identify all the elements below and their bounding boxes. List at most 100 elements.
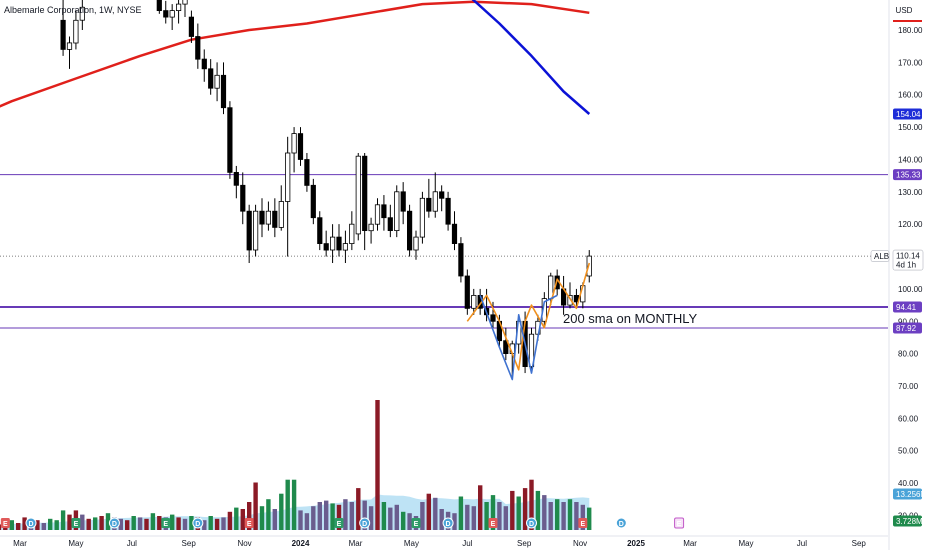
volume-bar [336, 504, 342, 530]
volume-average-badge-bg [893, 488, 922, 500]
dividend-icon [442, 517, 454, 529]
volume-bar [452, 513, 457, 530]
volume-average-badge: 13.256M [893, 488, 927, 500]
earnings-event-marker: E [161, 518, 171, 528]
candle-body [240, 184, 246, 212]
volume-bar [279, 493, 284, 530]
time-axis-label: Jul [797, 539, 807, 548]
event-marker-label: D [446, 521, 451, 528]
candle-body [503, 340, 509, 355]
blue-moving-average-line [471, 0, 591, 115]
price-tick-label: 60.00 [898, 414, 919, 423]
time-axis: Mar May Jul Sep Nov 2024 Mar May Jul Sep Nov 2025 Ma… [0, 535, 922, 548]
candle [342, 230, 349, 264]
candle-body [310, 184, 316, 219]
event-marker-label: E [337, 521, 342, 528]
volume-bar [561, 502, 566, 530]
volume-bar [105, 513, 111, 530]
time-axis-label: May [68, 539, 83, 548]
volume-bar [41, 523, 46, 530]
price-tick-label: 50.00 [898, 447, 919, 456]
last-price-text: 110.14 [896, 252, 920, 261]
earnings-icon [674, 517, 685, 529]
candle [163, 0, 169, 24]
candle-body [214, 74, 220, 89]
volume-bar [157, 516, 162, 530]
volume-bar [368, 506, 374, 530]
candle-body [426, 197, 432, 212]
volume-bar [356, 488, 361, 530]
volume-bar [253, 482, 258, 530]
candle [195, 23, 201, 69]
dividend-icon [192, 517, 204, 529]
volume-bar [266, 499, 271, 530]
time-axis-label: Jul [127, 539, 137, 548]
time-axis-label: Mar [349, 539, 363, 548]
candle [60, 0, 66, 56]
candle [227, 101, 233, 179]
currency-label: USD [896, 6, 913, 15]
candle [188, 10, 194, 43]
level-badge-94: 94.41 [893, 301, 922, 313]
time-axis-label: Sep [517, 539, 532, 548]
volume-bar [227, 511, 233, 530]
plot-area: 200 sma on MONTHLYDEDEDEDEEDEDEDEDE [0, 0, 888, 530]
volume-average-badge-text: 13.256M [896, 490, 927, 499]
annotation-text: 200 sma on MONTHLY [563, 311, 697, 326]
price-tick-label: 120.00 [898, 220, 923, 229]
red-moving-average-line [0, 0, 590, 108]
candle [317, 211, 323, 251]
candle [374, 198, 381, 231]
volume-bar [343, 499, 348, 530]
volume-bar [535, 490, 541, 530]
level-badge-135-text: 135.33 [896, 171, 921, 180]
volume-bar [234, 507, 239, 530]
candle [419, 191, 426, 244]
candle [220, 62, 227, 115]
volume-bar [60, 510, 66, 530]
countdown-text: 4d 1h [896, 261, 916, 270]
event-marker-label: E [580, 521, 585, 528]
candle-body [490, 314, 496, 322]
volume-bar [131, 516, 136, 530]
level-badge-88-bg [893, 322, 922, 334]
candle-body [169, 10, 175, 18]
price-tick-label: 70.00 [898, 382, 919, 391]
candle [175, 0, 182, 24]
ticker-badge-bg [870, 250, 890, 262]
volume-bar [208, 516, 213, 530]
volume-bar [118, 518, 123, 530]
ticker-badge-text: ALB [874, 252, 889, 261]
price-tick-label: 80.00 [898, 350, 919, 359]
sma-value-badge: 154.04 [893, 108, 922, 120]
earnings-icon [578, 518, 588, 528]
volume-bar [375, 400, 380, 530]
earnings-event-marker: E [411, 518, 421, 528]
volume-bar [407, 513, 412, 530]
volume-bar [182, 518, 188, 530]
earnings-event-marker: E [334, 518, 344, 528]
candle-body [220, 74, 227, 109]
candle [297, 127, 304, 166]
event-marker-label: D [362, 521, 367, 528]
volume-bar [99, 516, 104, 530]
candle [426, 178, 432, 218]
candle-body [252, 210, 259, 251]
earnings-icon [71, 518, 81, 528]
event-marker-label: D [112, 521, 117, 528]
orange-pattern-line [466, 262, 591, 371]
candle [240, 172, 246, 225]
time-axis-label: May [738, 539, 753, 548]
candle-body [182, 0, 188, 5]
candle-body [278, 201, 284, 228]
volume-bar [221, 517, 226, 530]
ticker-badge: ALB [870, 250, 890, 262]
dividend-icon [526, 517, 537, 529]
candle-body [201, 58, 207, 70]
price-tick-label: 130.00 [898, 188, 923, 197]
price-tick-label: 100.00 [898, 285, 923, 294]
volume-bar [587, 507, 592, 530]
candle [233, 165, 239, 199]
